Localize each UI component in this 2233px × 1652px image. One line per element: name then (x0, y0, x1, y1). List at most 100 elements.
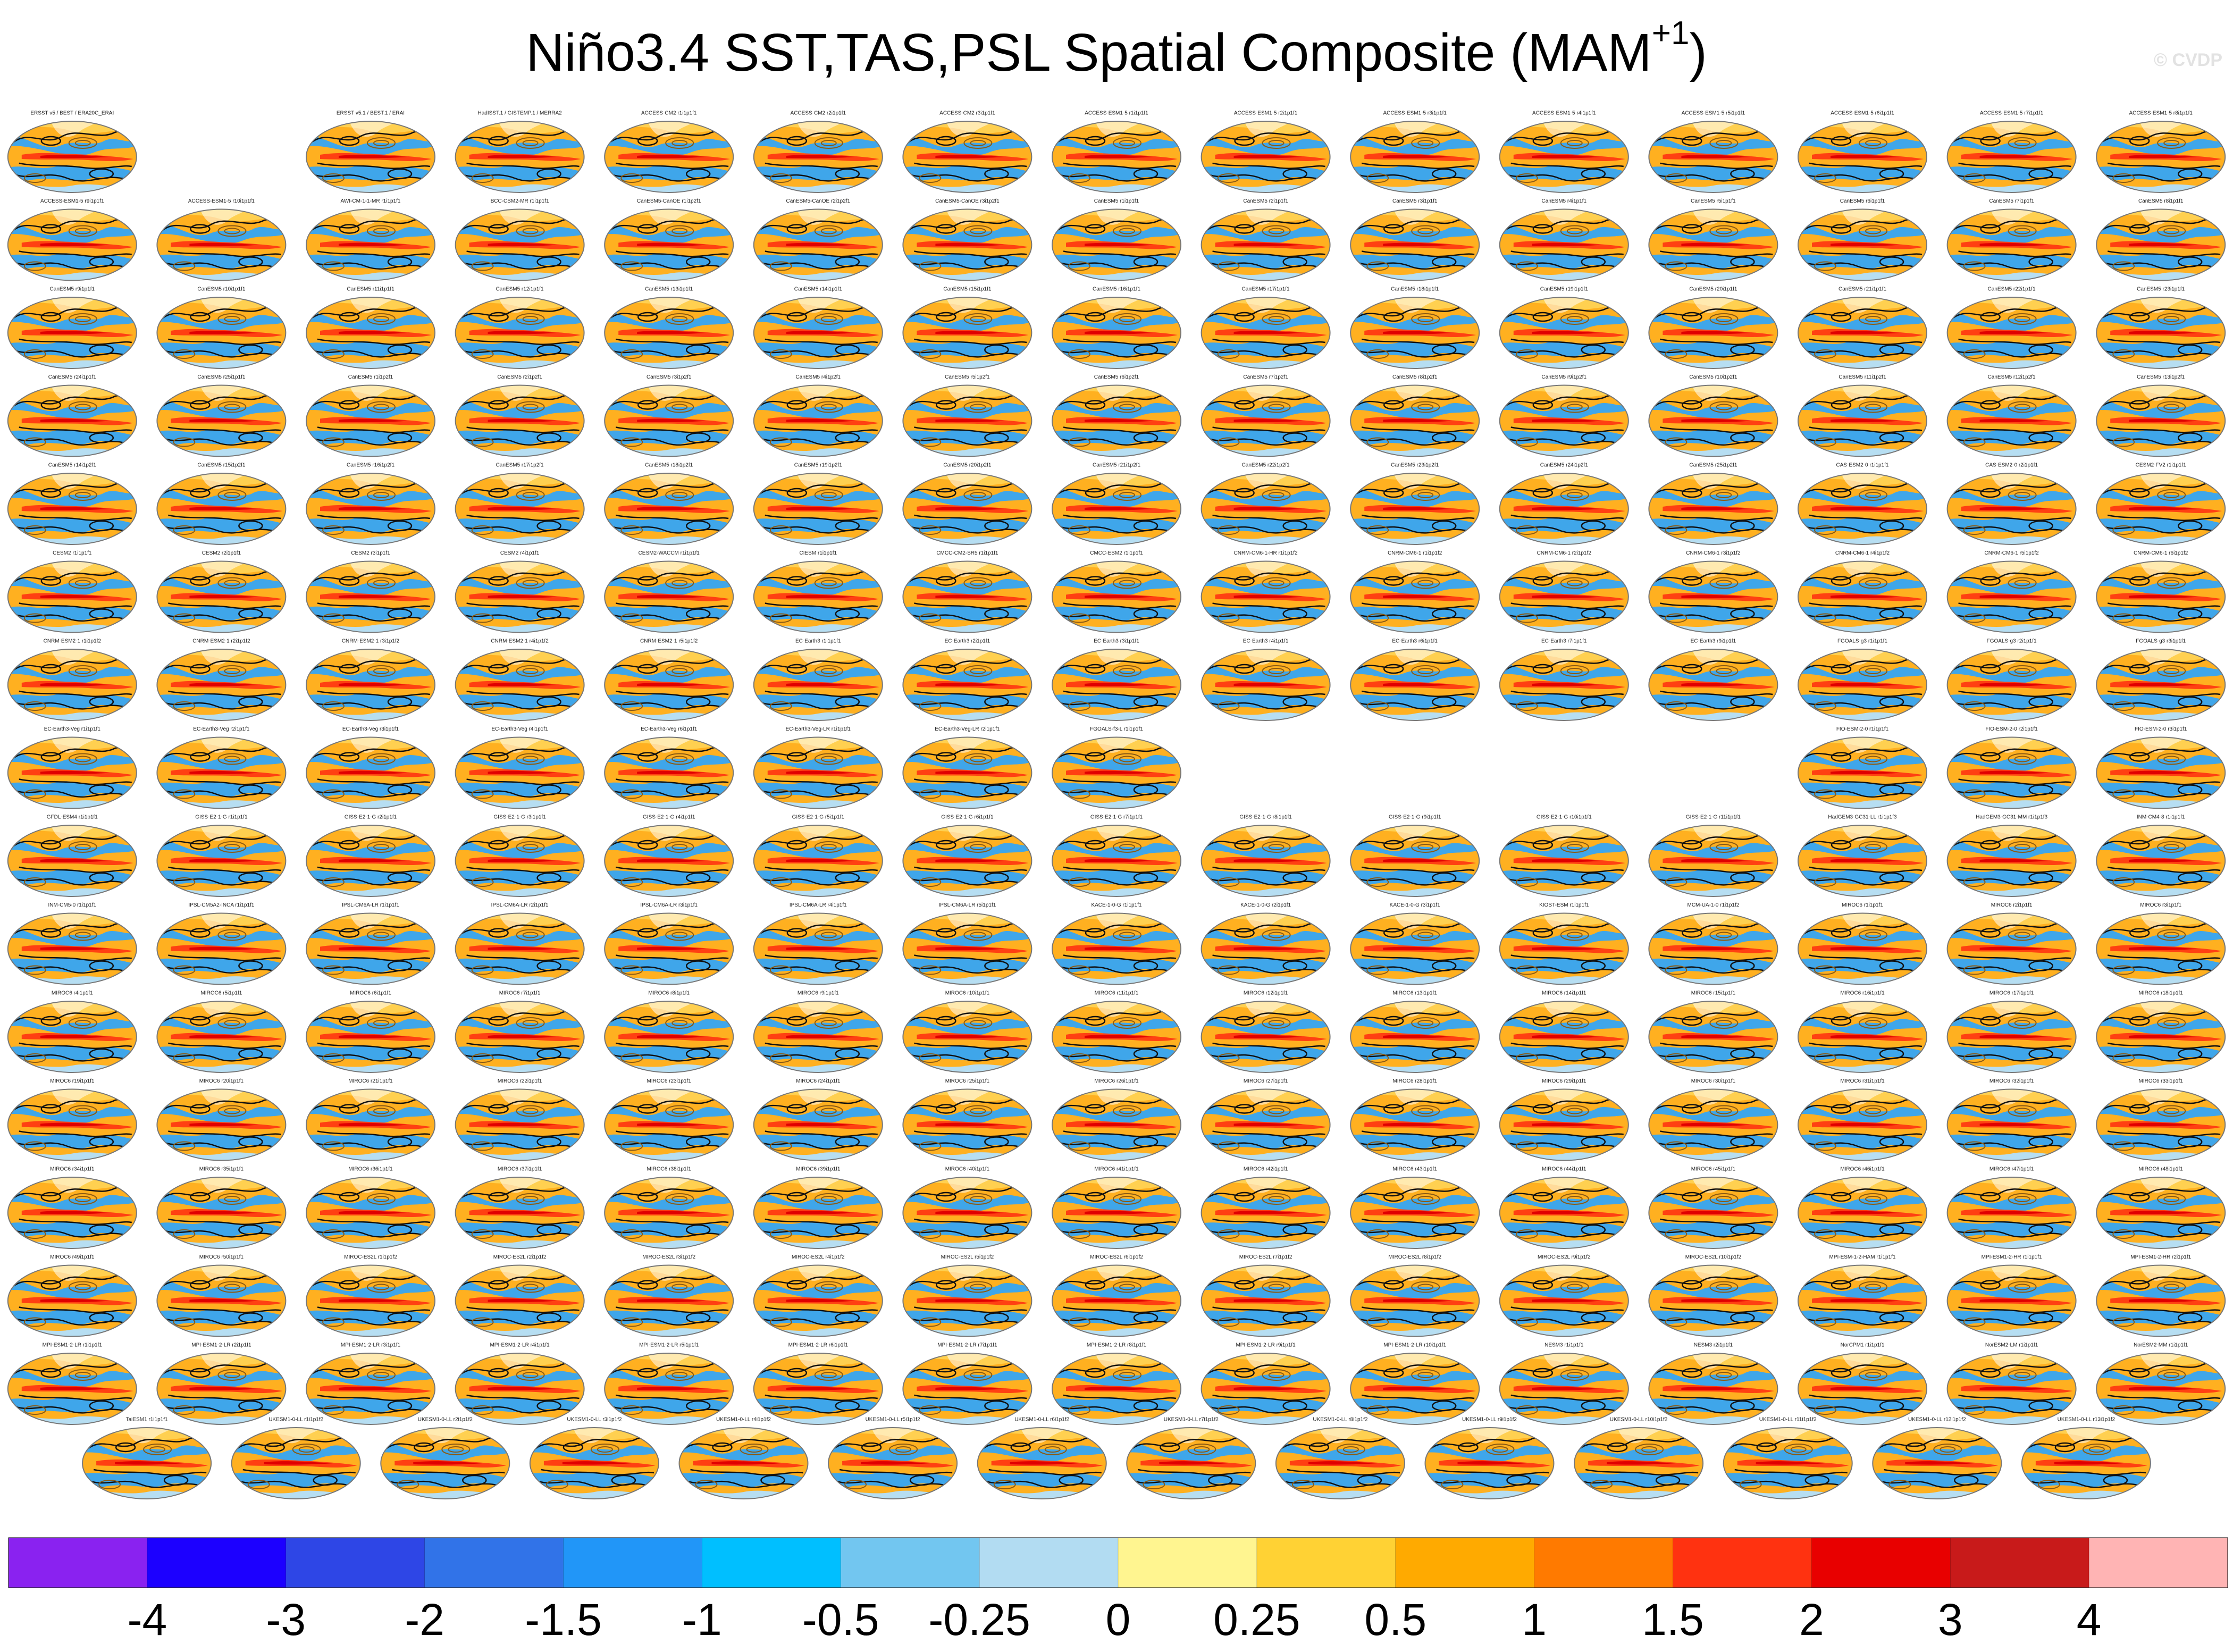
panel-title: MIROC6 r49i1p1f1 (50, 1254, 95, 1260)
panel-title: IPSL-CM6A-LR r2i1p1f1 (491, 902, 549, 908)
panel-title: MIROC6 r14i1p1f1 (1542, 991, 1586, 996)
panel-title: CanESM5 r18i1p1f1 (1391, 287, 1439, 292)
map-panel: CanESM5 r13i1p2f1 (2096, 374, 2225, 456)
panel-title: IPSL-CM6A-LR r3i1p1f1 (640, 902, 698, 908)
map (1052, 385, 1181, 457)
map-panel: MPI-ESM1-2-LR r1i1p1f1 (8, 1343, 137, 1424)
map-panel: CanESM5-CanOE r3i1p2f1 (903, 198, 1031, 280)
map (1947, 1001, 2076, 1072)
map-panel: MIROC6 r37i1p1f1 (456, 1167, 584, 1248)
panel-title: MIROC6 r24i1p1f1 (796, 1078, 841, 1084)
panel-title: EC-Earth3-Veg-LR r1i1p1f1 (786, 726, 851, 732)
panel-title: ACCESS-ESM1-5 r3i1p1f1 (1383, 111, 1447, 116)
map (1052, 209, 1181, 281)
map-panel: MIROC6 r45i1p1f1 (1649, 1167, 1777, 1248)
panel-title: MPI-ESM1-2-LR r2i1p1f1 (191, 1343, 251, 1348)
map (1202, 1001, 1330, 1072)
map (1350, 1353, 1479, 1424)
map-panel: GISS-E2-1-G r7i1p1f1 (1052, 815, 1181, 896)
panel-title: ACCESS-ESM1-5 r7i1p1f1 (1980, 111, 2044, 116)
panel-title: HadISST.1 / GISTEMP.1 / MERRA2 (477, 111, 562, 116)
map (828, 1428, 957, 1499)
map-panel: MIROC6 r39i1p1f1 (754, 1167, 883, 1248)
map (754, 737, 883, 809)
panel-title: FIO-ESM-2-0 r1i1p1f1 (1836, 726, 1889, 732)
panel-title: CanESM5 r2i1p1f1 (1243, 198, 1288, 204)
panel-title: NESM3 r2i1p1f1 (1694, 1343, 1733, 1348)
map (605, 1001, 733, 1072)
map (2096, 913, 2225, 985)
map (157, 297, 286, 368)
map (1798, 1089, 1927, 1161)
panel-title: ACCESS-ESM1-5 r9i1p1f1 (40, 198, 104, 204)
panel-title: EC-Earth3-Veg r3i1p1f1 (342, 726, 399, 732)
map (605, 297, 733, 368)
panel-title: FIO-ESM-2-0 r2i1p1f1 (1985, 726, 2038, 732)
map-panel: MPI-ESM1-2-LR r4i1p1f1 (456, 1343, 584, 1424)
map (1798, 297, 1927, 368)
map-panel: EC-Earth3 r9i1p1f1 (1649, 639, 1777, 720)
panel-title: EC-Earth3 r3i1p1f1 (1094, 639, 1139, 644)
map (157, 913, 286, 985)
panel-title: ACCESS-ESM1-5 r8i1p1f1 (2129, 111, 2193, 116)
map-panel: CanESM5-CanOE r1i1p2f1 (605, 198, 733, 280)
panel-title: MIROC6 r35i1p1f1 (199, 1167, 244, 1172)
map (1350, 385, 1479, 457)
credit: © CVDP (2154, 50, 2222, 70)
map (1425, 1428, 1554, 1499)
map (903, 737, 1031, 809)
map (1649, 649, 1777, 720)
map (1798, 1001, 1927, 1072)
panel-title: CanESM5 r8i1p2f1 (1392, 374, 1438, 380)
panel-title: HadGEM3-GC31-MM r1i1p1f3 (1976, 815, 2047, 820)
map-panel: CESM2-FV2 r1i1p1f1 (2096, 463, 2225, 544)
map-panel: MIROC6 r12i1p1f1 (1202, 991, 1330, 1072)
map (1276, 1428, 1405, 1499)
panel-title: MIROC6 r39i1p1f1 (796, 1167, 841, 1172)
panel-title: MIROC-ES2L r9i1p1f2 (1538, 1254, 1591, 1260)
panel-title: MIROC6 r27i1p1f1 (1244, 1078, 1288, 1084)
panel-title: MIROC6 r12i1p1f1 (1244, 991, 1288, 996)
panel-title: MIROC6 r44i1p1f1 (1542, 1167, 1586, 1172)
panel-title: GISS-E2-1-G r8i1p1f1 (1239, 815, 1292, 820)
map-panel: CanESM5 r14i1p2f1 (8, 463, 137, 544)
panel-title: CanESM5 r22i1p2f1 (1242, 463, 1290, 468)
map-panel: MIROC6 r33i1p1f1 (2096, 1078, 2225, 1160)
map (2096, 1089, 2225, 1161)
panel-title: EC-Earth3 r1i1p1f1 (795, 639, 841, 644)
map-panel: CanESM5 r11i1p2f1 (1798, 374, 1927, 456)
map-panel: GISS-E2-1-G r9i1p1f1 (1350, 815, 1479, 896)
colorbar-label: -1 (682, 1595, 722, 1645)
panel-title: CanESM5-CanOE r1i1p2f1 (637, 198, 701, 204)
panel-title: EC-Earth3 r9i1p1f1 (1691, 639, 1736, 644)
map (1052, 1177, 1181, 1248)
panel-title: CanESM5 r4i1p2f1 (796, 374, 841, 380)
map-panel: MPI-ESM1-2-HR r2i1p1f1 (2096, 1254, 2225, 1336)
map (306, 1089, 435, 1161)
panel-title: GISS-E2-1-G r7i1p1f1 (1090, 815, 1143, 820)
map (754, 473, 883, 544)
panel-title: MIROC6 r29i1p1f1 (1542, 1078, 1586, 1084)
map-panel: MIROC6 r6i1p1f1 (306, 991, 435, 1072)
panel-title: ACCESS-ESM1-5 r10i1p1f1 (188, 198, 255, 204)
map-panel: CanESM5-CanOE r2i1p2f1 (754, 198, 883, 280)
panel-title: CNRM-CM6-1-HR r1i1p1f2 (1234, 550, 1298, 556)
panel-title: UKESM1-0-LL r10i1p1f2 (1610, 1417, 1668, 1423)
map (1947, 1089, 2076, 1161)
map (157, 1089, 286, 1161)
map (2096, 825, 2225, 896)
map (456, 1001, 584, 1072)
map (605, 1177, 733, 1248)
map (1202, 1089, 1330, 1161)
panel-grid: ERSST v5 / BEST / ERA20C_ERAI ERSST v5.1 … (8, 111, 2225, 1499)
panel-title: CanESM5 r18i1p2f1 (645, 463, 693, 468)
panel-title: MIROC6 r6i1p1f1 (350, 991, 391, 996)
panel-title: GISS-E2-1-G r6i1p1f1 (941, 815, 994, 820)
map-panel: GISS-E2-1-G r1i1p1f1 (157, 815, 286, 896)
map (1350, 825, 1479, 896)
map (605, 649, 733, 720)
map (381, 1428, 509, 1499)
panel-title: CESM2-WACCM r1i1p1f1 (639, 550, 700, 556)
panel-title: EC-Earth3-Veg-LR r2i1p1f1 (935, 726, 1000, 732)
map (1798, 209, 1927, 281)
